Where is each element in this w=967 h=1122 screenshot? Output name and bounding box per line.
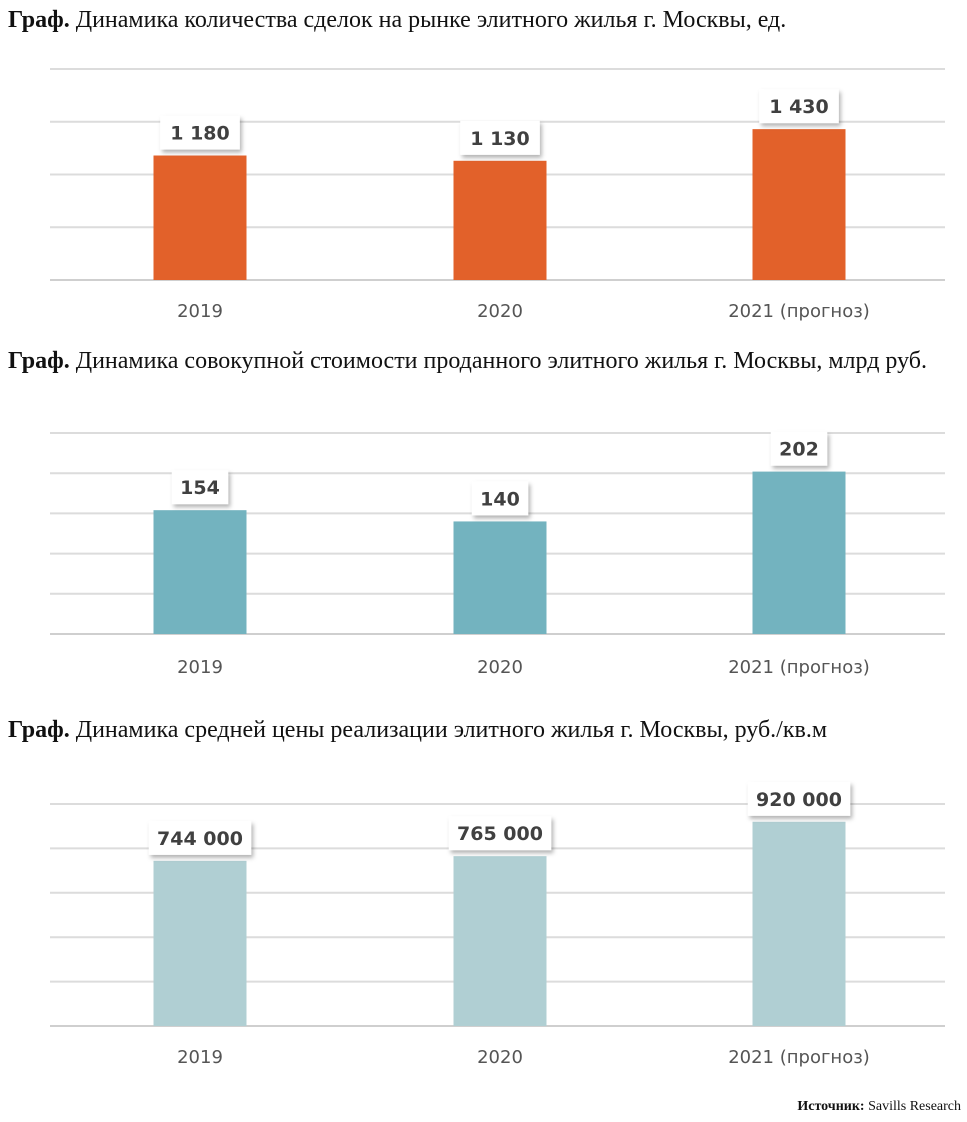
data-label-box <box>770 431 828 466</box>
bar-2019 <box>153 155 247 280</box>
category-label: 2021 (прогноз) <box>728 301 870 322</box>
data-label-box <box>460 120 540 155</box>
data-label-box <box>471 481 529 516</box>
category-label: 2020 <box>477 1047 523 1068</box>
title-prefix: Граф. <box>8 7 70 33</box>
chart-2-title: Граф. Динамика совокупной стоимости прод… <box>8 345 958 378</box>
data-label: 1 430 <box>769 96 829 118</box>
bar-2019 <box>153 860 247 1026</box>
data-label-box <box>747 781 851 816</box>
data-label: 1 180 <box>170 123 230 145</box>
title-prefix: Граф. <box>8 717 70 743</box>
bar-2020 <box>453 856 547 1026</box>
source-note: Источник: Savills Research <box>797 1099 961 1115</box>
source-text: Savills Research <box>868 1099 961 1114</box>
bar-2019 <box>153 510 247 634</box>
data-label-box <box>171 470 229 505</box>
title-text: Динамика совокупной стоимости проданного… <box>75 348 928 374</box>
category-label: 2019 <box>177 1047 223 1068</box>
data-label: 765 000 <box>457 823 543 845</box>
data-label: 140 <box>480 488 520 510</box>
data-label-box <box>148 820 252 855</box>
data-label-box <box>448 816 552 851</box>
bar-2021 <box>752 471 846 634</box>
category-label: 2021 (прогноз) <box>728 1047 870 1068</box>
data-label: 920 000 <box>756 789 842 811</box>
chart-3-title: Граф. Динамика средней цены реализации э… <box>8 714 958 747</box>
data-label-box <box>759 89 839 124</box>
category-label: 2020 <box>477 657 523 678</box>
data-label: 744 000 <box>157 828 243 850</box>
category-label: 2019 <box>177 301 223 322</box>
data-label-box <box>160 115 240 150</box>
category-label: 2020 <box>477 301 523 322</box>
source-label: Источник: <box>797 1099 865 1114</box>
title-text: Динамика средней цены реализации элитног… <box>75 717 828 743</box>
bar-2021 <box>752 129 846 280</box>
bar-2020 <box>453 160 547 280</box>
data-label: 154 <box>180 477 220 499</box>
category-label: 2019 <box>177 657 223 678</box>
title-text: Динамика количества сделок на рынке элит… <box>75 7 787 33</box>
bar-2020 <box>453 521 547 634</box>
data-label: 202 <box>779 439 819 461</box>
data-label: 1 130 <box>470 128 530 150</box>
category-label: 2021 (прогноз) <box>728 657 870 678</box>
bar-2021 <box>752 821 846 1026</box>
chart-1-title: Граф. Динамика количества сделок на рынк… <box>8 4 958 37</box>
title-prefix: Граф. <box>8 348 70 374</box>
